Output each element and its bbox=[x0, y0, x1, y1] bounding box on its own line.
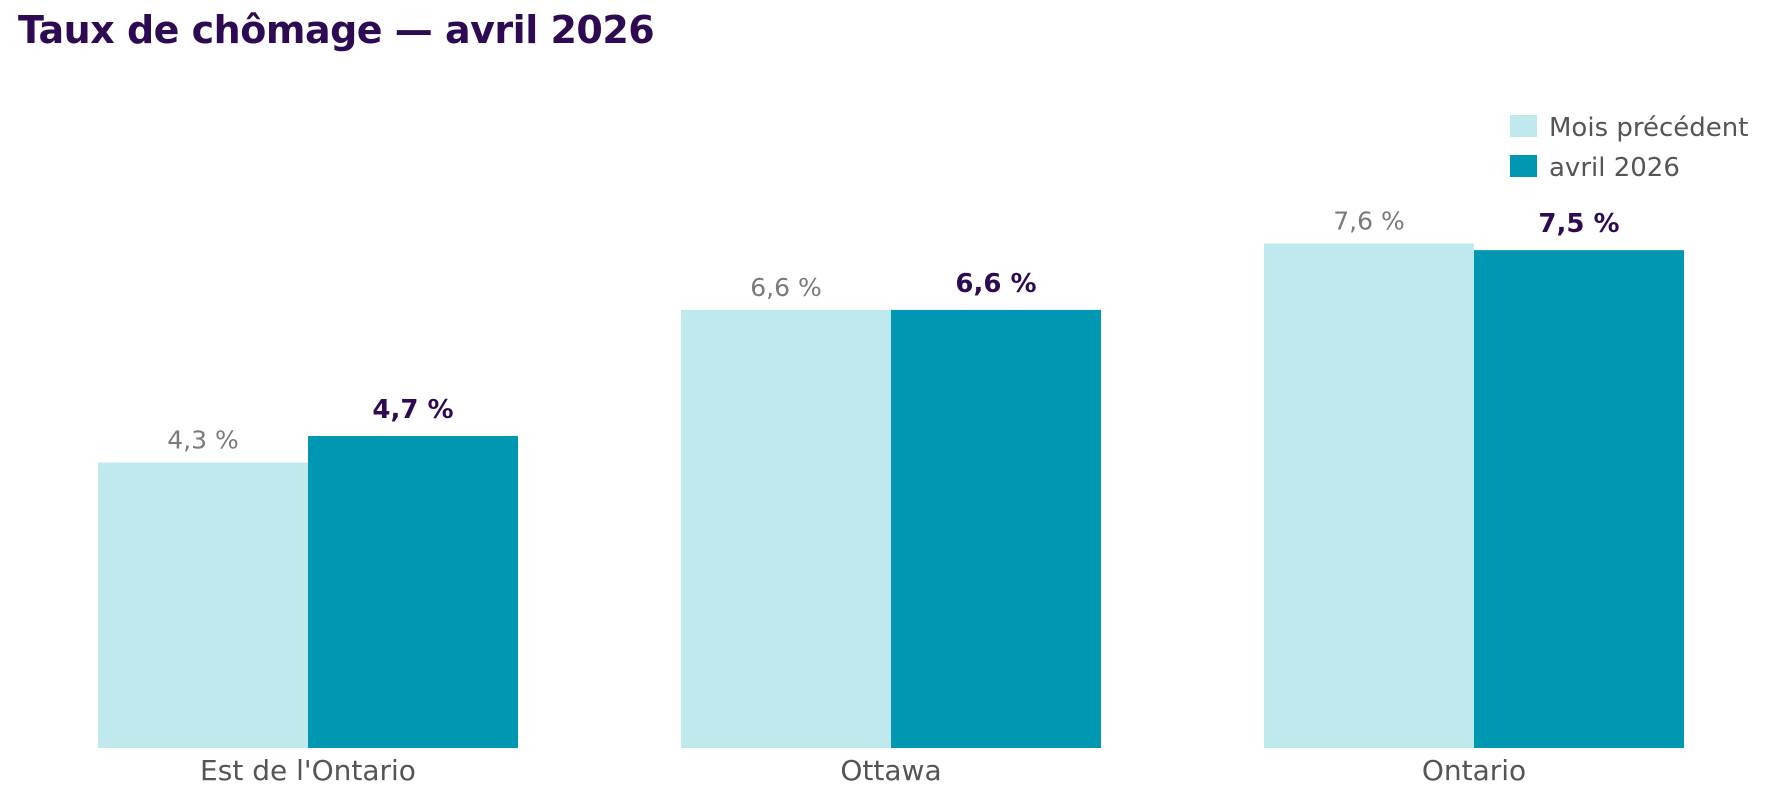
data-label-previous-ottawa: 6,6 % bbox=[750, 273, 821, 302]
x-tick-label-ontario: Ontario bbox=[1422, 754, 1526, 787]
bar-current-est-de-l-ontario bbox=[308, 436, 518, 748]
legend: Mois précédent avril 2026 bbox=[1510, 113, 1748, 183]
bar-current-ottawa bbox=[891, 309, 1101, 748]
data-label-current-est-de-l-ontario: 4,7 % bbox=[372, 395, 453, 425]
x-tick-label-est-de-l-ontario: Est de l'Ontario bbox=[200, 754, 416, 787]
bar-previous-ottawa bbox=[681, 309, 891, 748]
data-label-previous-est-de-l-ontario: 4,3 % bbox=[167, 426, 238, 455]
legend-swatch-current bbox=[1510, 155, 1537, 177]
bar-previous-ontario bbox=[1264, 243, 1474, 748]
data-label-previous-ontario: 7,6 % bbox=[1333, 207, 1404, 236]
data-label-current-ottawa: 6,6 % bbox=[955, 269, 1036, 299]
x-tick-label-ottawa: Ottawa bbox=[840, 754, 941, 787]
chart-title: Taux de chômage — avril 2026 bbox=[18, 8, 655, 52]
legend-label-previous: Mois précédent bbox=[1549, 113, 1748, 143]
bar-current-ontario bbox=[1474, 250, 1684, 749]
legend-label-current: avril 2026 bbox=[1549, 153, 1680, 183]
data-label-current-ontario: 7,5 % bbox=[1538, 209, 1619, 239]
legend-swatch-previous bbox=[1510, 115, 1537, 137]
bars-group bbox=[98, 243, 1684, 749]
bar-previous-est-de-l-ontario bbox=[98, 462, 308, 748]
x-axis-ticks: Est de l'Ontario Ottawa Ontario bbox=[200, 754, 1526, 787]
data-labels-group: 4,3 % 4,7 % 6,6 % 6,6 % 7,6 % 7,5 % bbox=[167, 207, 1619, 455]
